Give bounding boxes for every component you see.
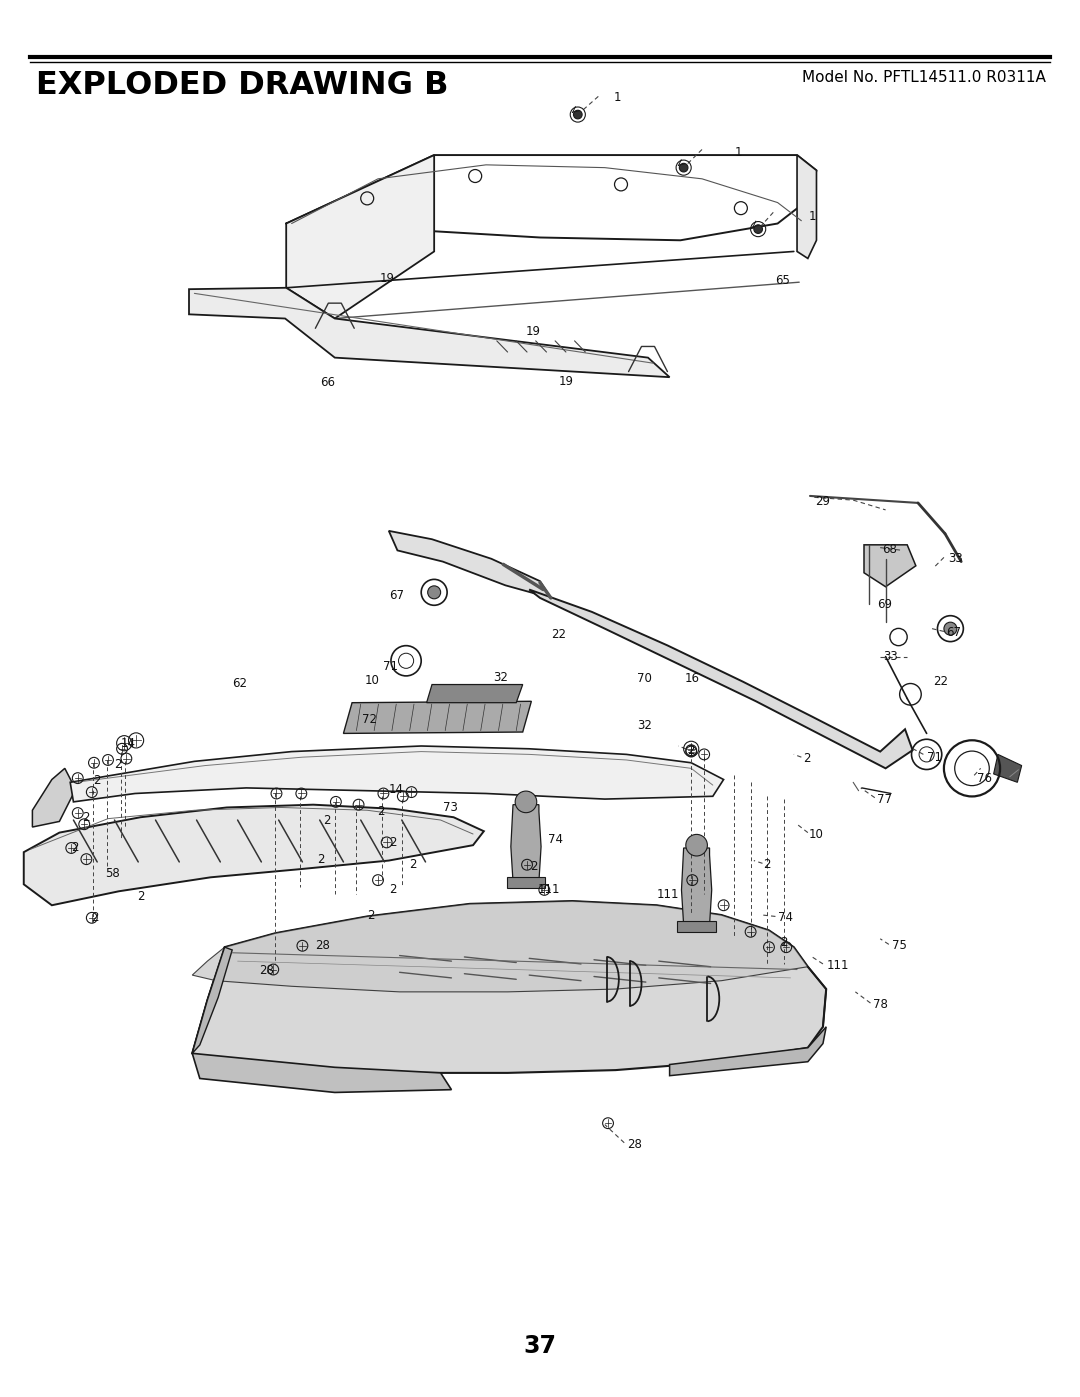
- Polygon shape: [70, 746, 724, 802]
- Polygon shape: [864, 545, 916, 587]
- Polygon shape: [192, 901, 808, 992]
- Text: 22: 22: [933, 675, 948, 689]
- Text: 67: 67: [389, 588, 404, 602]
- Text: 19: 19: [380, 271, 395, 285]
- Text: 75: 75: [892, 939, 907, 953]
- Text: 69: 69: [877, 598, 892, 612]
- Polygon shape: [529, 590, 913, 768]
- Text: 111: 111: [538, 883, 561, 897]
- Text: 66: 66: [320, 376, 335, 390]
- Text: 2: 2: [93, 774, 100, 788]
- Text: 2: 2: [71, 841, 79, 855]
- Polygon shape: [670, 1027, 826, 1076]
- Polygon shape: [192, 1053, 451, 1092]
- Text: 19: 19: [558, 374, 573, 388]
- Text: 2: 2: [409, 858, 417, 872]
- Polygon shape: [797, 155, 816, 258]
- Polygon shape: [389, 531, 551, 598]
- Text: 74: 74: [778, 911, 793, 925]
- Polygon shape: [24, 805, 484, 905]
- Text: 1: 1: [613, 91, 621, 105]
- Text: 2: 2: [114, 757, 122, 771]
- Text: 2: 2: [91, 911, 98, 925]
- Text: 16: 16: [685, 672, 700, 686]
- Text: 67: 67: [946, 626, 961, 640]
- Text: 70: 70: [637, 672, 652, 686]
- Polygon shape: [192, 947, 232, 1053]
- Polygon shape: [511, 805, 541, 882]
- Text: 62: 62: [232, 676, 247, 690]
- Text: 2: 2: [389, 883, 396, 897]
- Text: 71: 71: [927, 750, 942, 764]
- Polygon shape: [189, 288, 670, 377]
- Text: 1: 1: [809, 210, 816, 224]
- Text: 2: 2: [318, 852, 325, 866]
- Text: 77: 77: [877, 792, 892, 806]
- Text: 2: 2: [377, 805, 384, 819]
- Text: 2: 2: [389, 835, 396, 849]
- Text: 14: 14: [389, 782, 404, 796]
- Polygon shape: [994, 754, 1022, 782]
- Text: 2: 2: [82, 810, 90, 824]
- Circle shape: [944, 622, 957, 636]
- Text: 10: 10: [809, 827, 824, 841]
- Text: 33: 33: [948, 552, 963, 566]
- Text: Model No. PFTL14511.0 R0311A: Model No. PFTL14511.0 R0311A: [801, 70, 1045, 85]
- Text: 2: 2: [367, 908, 375, 922]
- Polygon shape: [681, 848, 712, 925]
- Text: 32: 32: [637, 718, 652, 732]
- Text: 32: 32: [494, 671, 509, 685]
- Text: 2: 2: [780, 936, 787, 950]
- Text: 29: 29: [815, 495, 831, 509]
- Text: 22: 22: [551, 627, 566, 641]
- Text: 2: 2: [530, 859, 538, 873]
- Circle shape: [679, 163, 688, 172]
- Circle shape: [573, 110, 582, 119]
- Text: 37: 37: [524, 1334, 556, 1358]
- Text: 2: 2: [323, 813, 330, 827]
- Text: 111: 111: [826, 958, 849, 972]
- Text: 68: 68: [882, 542, 897, 556]
- Text: 2: 2: [804, 752, 811, 766]
- Text: 65: 65: [775, 274, 791, 288]
- Text: 73: 73: [443, 800, 458, 814]
- Text: 58: 58: [105, 866, 120, 880]
- Text: 28: 28: [627, 1137, 643, 1151]
- Circle shape: [515, 791, 537, 813]
- Text: 2: 2: [764, 858, 771, 872]
- Text: 33: 33: [883, 650, 899, 664]
- Text: 71: 71: [383, 659, 399, 673]
- Text: 72: 72: [362, 712, 377, 726]
- Circle shape: [754, 225, 762, 233]
- Circle shape: [686, 834, 707, 856]
- Text: 111: 111: [657, 887, 679, 901]
- Polygon shape: [677, 921, 716, 932]
- Text: 2: 2: [687, 743, 694, 757]
- Text: 76: 76: [977, 771, 993, 785]
- Text: 1: 1: [734, 145, 742, 159]
- Text: 28: 28: [315, 939, 330, 953]
- Text: 74: 74: [548, 833, 563, 847]
- Polygon shape: [192, 901, 826, 1073]
- Polygon shape: [32, 768, 76, 827]
- Text: 19: 19: [526, 324, 541, 338]
- Polygon shape: [343, 701, 531, 733]
- Text: EXPLODED DRAWING B: EXPLODED DRAWING B: [36, 70, 448, 101]
- Text: 10: 10: [365, 673, 380, 687]
- Circle shape: [428, 585, 441, 599]
- Polygon shape: [286, 155, 434, 319]
- Text: 28: 28: [259, 964, 274, 978]
- Text: 78: 78: [873, 997, 888, 1011]
- Text: 14: 14: [121, 736, 136, 750]
- Text: 2: 2: [137, 890, 145, 904]
- Polygon shape: [507, 877, 545, 888]
- Polygon shape: [427, 685, 523, 703]
